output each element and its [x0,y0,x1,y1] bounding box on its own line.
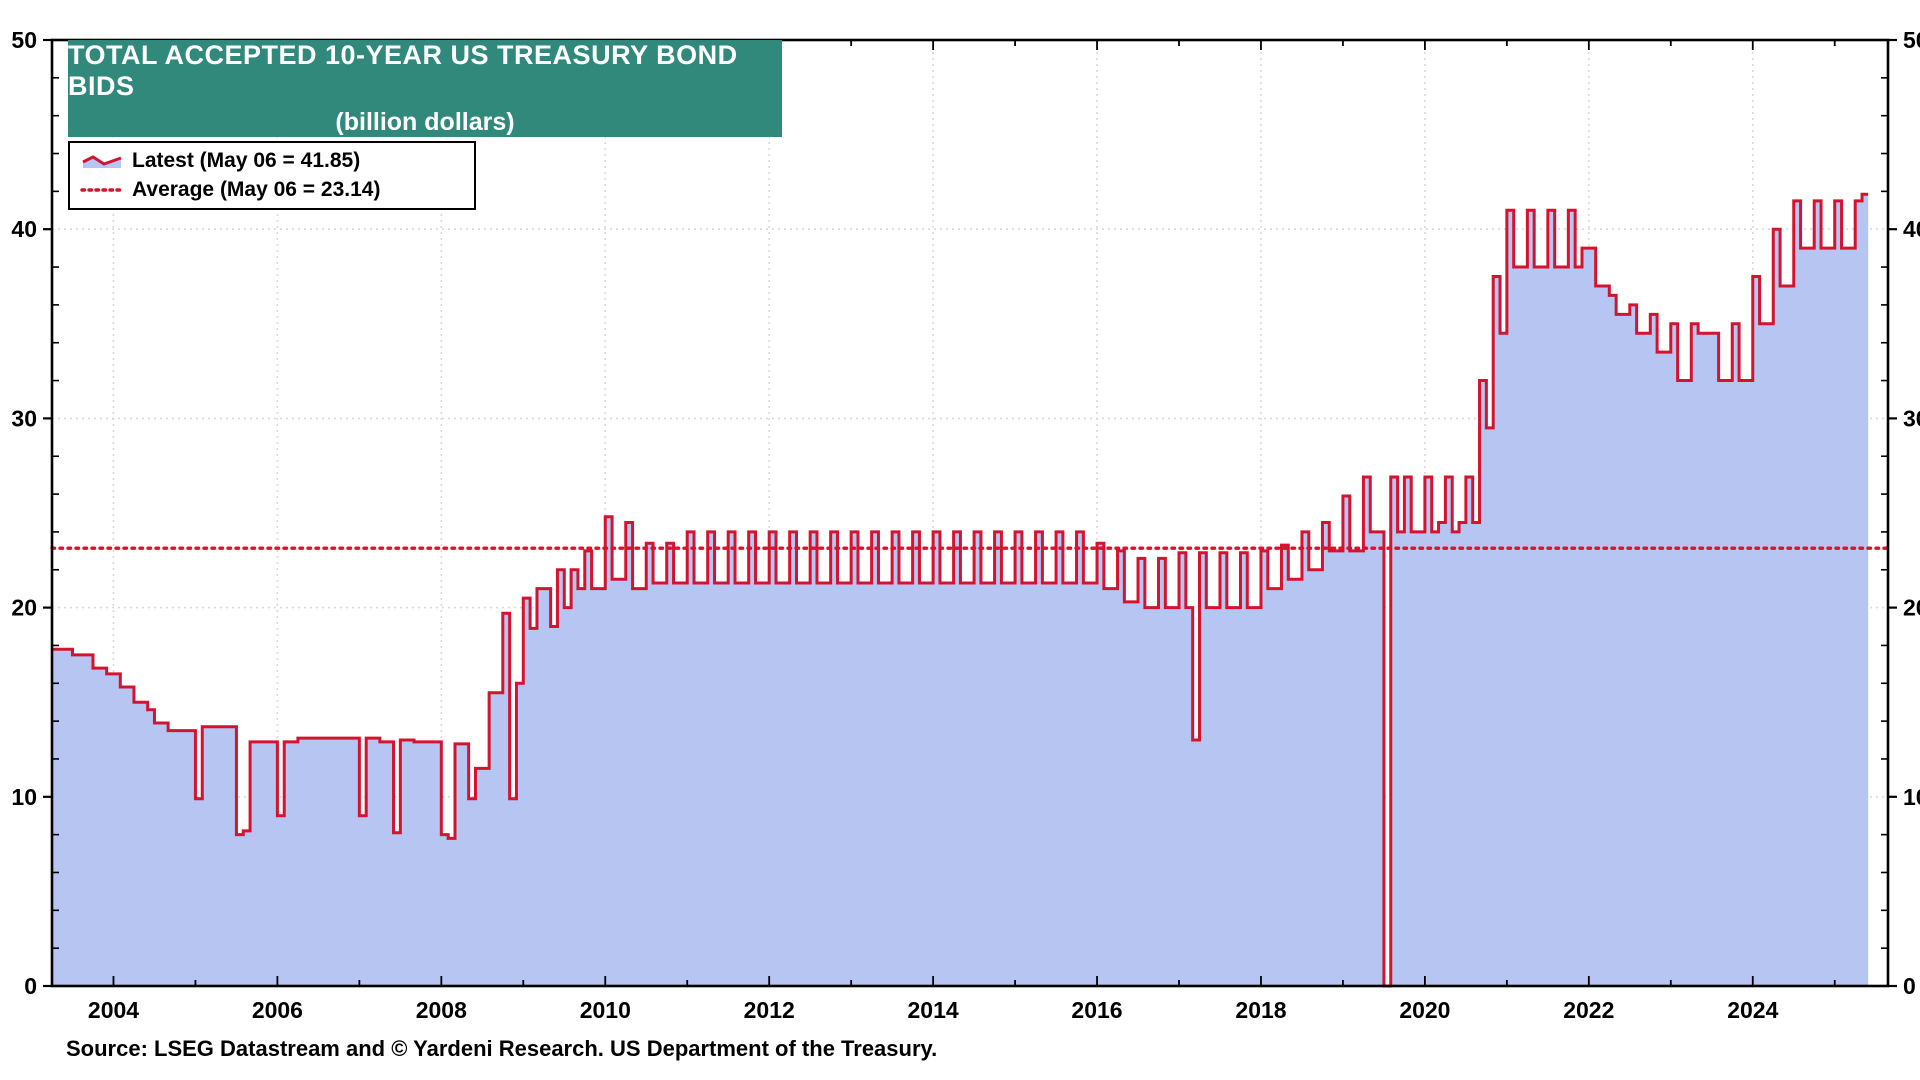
chart-title: TOTAL ACCEPTED 10-YEAR US TREASURY BOND … [68,40,738,101]
x-tick-label: 2010 [580,997,631,1023]
legend-item-latest: Latest (May 06 = 41.85) [80,148,464,174]
latest-series-line [52,192,1869,988]
x-axis: 2004 2006 2008 2010 2012 2014 2016 2018 2020 2022… [88,40,1836,1023]
y-tick-label-right: 0 [1903,973,1916,999]
y-tick-label-left: 50 [11,27,37,53]
x-tick-label: 2012 [744,997,795,1023]
x-tick-label: 2006 [252,997,303,1023]
x-tick-label: 2018 [1235,997,1286,1023]
x-tick-label: 2022 [1563,997,1614,1023]
latest-series-swatch-icon [80,151,124,171]
chart-subtitle: (billion dollars) [335,108,515,136]
y-tick-label-right: 50 [1903,27,1920,53]
y-tick-label-right: 30 [1903,405,1920,431]
y-tick-label-left: 20 [11,595,37,621]
legend-label-average: Average (May 06 = 23.14) [132,178,381,201]
legend-label-latest: Latest (May 06 = 41.85) [132,149,361,172]
latest-series-area [52,194,1869,986]
x-tick-label: 2004 [88,997,139,1023]
y-axis: 0 0 10 10 20 20 30 30 40 40 50 50 [11,27,1920,999]
x-tick-label: 2024 [1727,997,1778,1023]
legend: Latest (May 06 = 41.85) Average (May 06 … [68,141,476,210]
x-tick-label: 2016 [1071,997,1122,1023]
y-tick-label-left: 10 [11,784,37,810]
x-tick-label: 2008 [416,997,467,1023]
chart-title-box: TOTAL ACCEPTED 10-YEAR US TREASURY BOND … [68,40,782,137]
y-tick-label-left: 40 [11,216,37,242]
plot-frame [50,38,1890,988]
y-tick-label-right: 40 [1903,216,1920,242]
y-tick-label-left: 30 [11,405,37,431]
x-tick-label: 2020 [1399,997,1450,1023]
source-note: Source: LSEG Datastream and © Yardeni Re… [66,1036,938,1061]
legend-item-average: Average (May 06 = 23.14) [80,177,464,203]
x-tick-label: 2014 [908,997,959,1023]
y-tick-label-left: 0 [24,973,37,999]
y-tick-label-right: 20 [1903,595,1920,621]
y-tick-label-right: 10 [1903,784,1920,810]
average-series-swatch-icon [80,180,124,200]
